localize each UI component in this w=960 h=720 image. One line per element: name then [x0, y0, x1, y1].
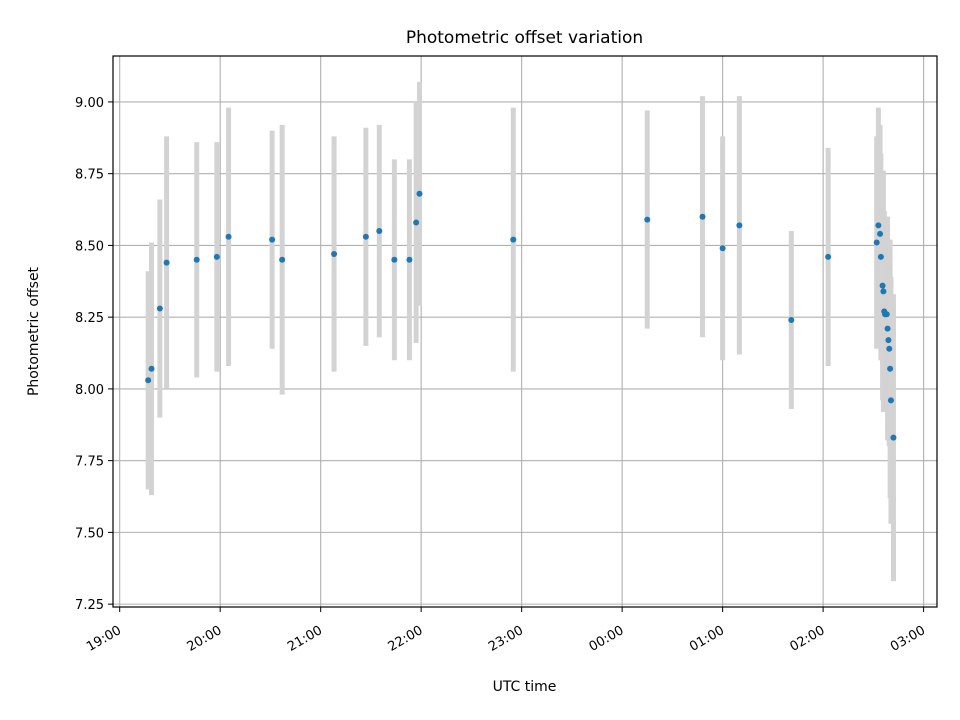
data-point	[875, 222, 882, 229]
y-tick-label: 9.00	[75, 96, 104, 111]
data-point	[406, 256, 413, 263]
data-point	[269, 236, 276, 243]
data-point	[883, 311, 890, 318]
data-point	[225, 233, 232, 240]
data-point	[887, 365, 894, 372]
data-point	[880, 288, 887, 295]
data-point	[879, 282, 886, 289]
data-point	[877, 230, 884, 237]
data-point	[644, 216, 651, 223]
data-point	[877, 253, 884, 260]
y-tick-label: 8.00	[75, 383, 104, 398]
data-point	[885, 337, 892, 344]
data-point	[391, 256, 398, 263]
data-point	[213, 253, 220, 260]
y-tick-label: 8.75	[75, 168, 104, 183]
data-point	[331, 251, 338, 258]
data-point	[148, 365, 155, 372]
data-point	[788, 317, 795, 324]
data-point	[825, 253, 832, 260]
data-point	[145, 377, 152, 384]
y-tick-label: 7.25	[75, 598, 104, 613]
data-point	[193, 256, 200, 263]
grid-lines	[113, 56, 937, 607]
y-tick-label: 8.25	[75, 311, 104, 326]
x-axis-label: UTC time	[493, 679, 557, 695]
data-point	[376, 228, 383, 235]
data-point	[279, 256, 286, 263]
data-point	[362, 233, 369, 240]
data-point	[510, 236, 517, 243]
data-point	[699, 213, 706, 220]
data-point	[416, 190, 423, 197]
data-point	[884, 325, 891, 332]
data-point	[887, 397, 894, 404]
plot-frame	[112, 55, 938, 608]
y-tick-label: 8.50	[75, 239, 104, 254]
data-point	[890, 434, 897, 441]
data-point	[719, 245, 726, 252]
data-point	[886, 345, 893, 352]
y-axis-label: Photometric offset	[26, 266, 42, 396]
data-points	[145, 190, 897, 441]
y-tick-label: 7.75	[75, 455, 104, 470]
data-point	[736, 222, 743, 229]
y-tick-label: 7.50	[75, 526, 104, 541]
data-point	[413, 219, 420, 226]
chart-title: Photometric offset variation	[406, 28, 643, 48]
y-axis-ticks: 7.25 7.50 7.75 8.00 8.25 8.50 8.75 9.00	[75, 96, 113, 613]
data-point	[156, 305, 163, 312]
data-point	[873, 239, 880, 246]
data-point	[163, 259, 170, 266]
